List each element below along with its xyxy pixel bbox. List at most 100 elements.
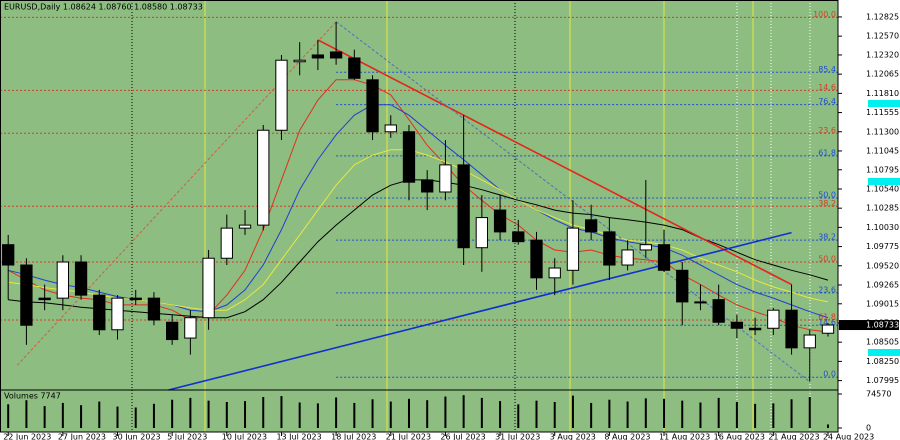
y-tick-label: 1.07995 [866, 376, 899, 385]
fib-label: 23.6 [818, 126, 836, 135]
candle-body [439, 164, 452, 193]
candle-body [493, 209, 507, 233]
volume-label: Volumes 7747 [4, 392, 61, 401]
moving-average [8, 149, 829, 311]
candle-body [639, 244, 652, 251]
candle-body [348, 57, 361, 79]
candle-body [129, 297, 142, 301]
y-tick-label: 1.08505 [866, 338, 899, 347]
fib-label: 14.6 [818, 318, 836, 327]
candle-body [402, 131, 416, 183]
fib-label: 50.0 [818, 191, 836, 200]
candle-body [621, 249, 634, 266]
y-tick-label: 1.09015 [866, 299, 899, 308]
candle-body [530, 239, 543, 279]
y-tick-label: 1.12065 [866, 70, 899, 79]
moving-average [7, 79, 829, 333]
x-tick-label: 13 Jul 2023 [276, 433, 321, 440]
fib-label: 50.0 [818, 255, 836, 264]
price-marker [868, 349, 900, 356]
y-tick-label: 1.09520 [866, 261, 899, 270]
y-tick-label: 1.12320 [866, 50, 899, 59]
x-tick-label: 27 Jun 2023 [58, 433, 106, 440]
y-tick-label: 1.12825 [866, 12, 899, 21]
y-tick-label: 1.10795 [866, 165, 899, 174]
candle-body [20, 264, 33, 326]
x-tick-label: 10 Jul 2023 [222, 433, 267, 440]
price-tag [839, 320, 899, 331]
y-tick-label: 1.10030 [866, 223, 899, 232]
fib-label: 61.8 [818, 148, 836, 157]
moving-average [8, 179, 829, 319]
y-tick-label: 1.11300 [866, 127, 899, 136]
fib-label: 85.4 [818, 65, 836, 74]
fib-label: 38.2 [818, 233, 836, 242]
candle-body [275, 59, 288, 131]
fib-label: 38.2 [818, 199, 836, 208]
candle-body [421, 179, 434, 193]
candle-body [220, 227, 233, 259]
candle-body [366, 79, 379, 133]
candle-body [238, 224, 252, 229]
candle-body [257, 129, 270, 226]
price-marker [868, 178, 900, 185]
candle-body [74, 261, 88, 296]
y-tick-label: 1.09265 [866, 280, 899, 289]
trendline [168, 231, 792, 391]
candle-body [2, 244, 15, 266]
candle-body [384, 124, 397, 133]
candle-body [712, 299, 725, 323]
candle-body [566, 227, 580, 271]
candle-body [512, 231, 525, 243]
y-tick-label: 1.10540 [866, 184, 899, 193]
candle-body [767, 309, 780, 329]
fib-label: 0.0 [823, 370, 836, 379]
trendline [317, 39, 792, 286]
candle-body [803, 334, 816, 349]
candle-body [311, 54, 325, 59]
x-tick-label: 21 Aug 2023 [768, 433, 819, 440]
candle-body [184, 317, 197, 339]
candle-body [329, 51, 343, 59]
volume-tick-label: 74570 [866, 390, 891, 399]
axes: 1.12825 1.12570 1.12320 1.12065 1.11810 1.115… [3, 12, 899, 440]
x-tick-label: 24 Aug 2023 [823, 433, 874, 440]
candle-body [548, 267, 561, 279]
y-tick-label: 1.09775 [866, 242, 899, 251]
price-marker [868, 100, 900, 107]
candle-body [93, 294, 106, 331]
candle-body [748, 327, 762, 331]
candle-body [475, 217, 488, 249]
y-tick-label: 1.11045 [866, 146, 899, 155]
volume-tick-label: 0 [866, 424, 871, 433]
candle-body [785, 309, 798, 349]
x-tick-label: 11 Aug 2023 [659, 433, 710, 440]
candle-body [821, 324, 835, 334]
candle-body [56, 261, 69, 299]
x-tick-label: 18 Jul 2023 [331, 433, 376, 440]
candle-body [457, 164, 470, 249]
candle-body [603, 231, 616, 266]
candle-body [730, 321, 744, 329]
plot-background [0, 0, 838, 432]
x-tick-label: 31 Jul 2023 [495, 433, 540, 440]
candle-body [111, 297, 124, 331]
chart-title: EURUSD,Daily 1.08624 1.08760 1.08580 1.0… [4, 3, 203, 12]
candle-body [147, 297, 161, 321]
candle-body [657, 244, 671, 271]
x-tick-label: 5 Jul 2023 [167, 433, 207, 440]
candle-body [585, 219, 598, 233]
y-tick-label: 1.12570 [866, 32, 899, 41]
candle-body [694, 301, 707, 304]
x-tick-label: 21 Jul 2023 [386, 433, 431, 440]
x-tick-label: 3 Aug 2023 [550, 433, 596, 440]
candle-body [38, 297, 51, 301]
fib-label: 76.4 [818, 97, 836, 106]
fib-label: 100.0 [813, 10, 836, 19]
x-tick-label: 26 Jul 2023 [440, 433, 485, 440]
candle-body [166, 321, 179, 341]
current-price: 1.08733 [866, 321, 899, 330]
plot-border [0, 0, 839, 433]
candles [2, 21, 835, 382]
